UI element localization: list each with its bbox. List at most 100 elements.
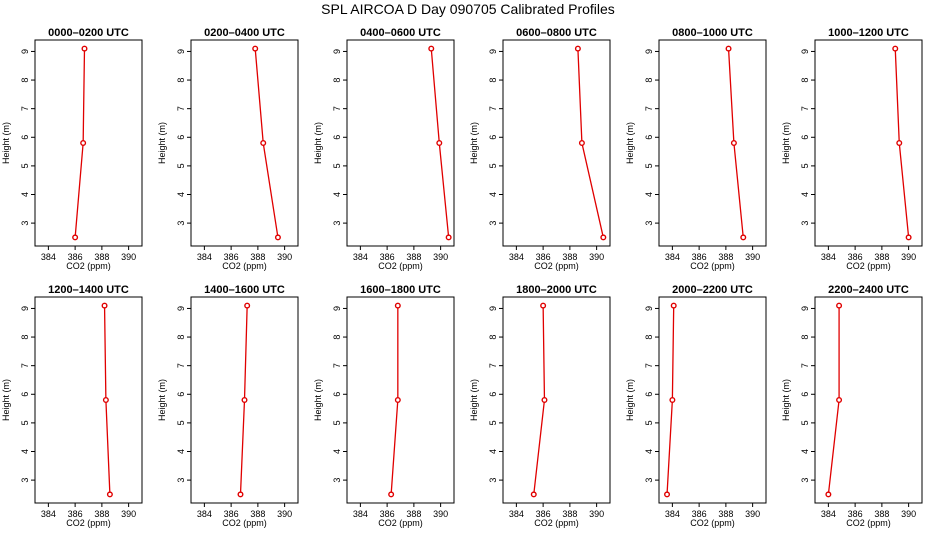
x-tick-label: 390 xyxy=(901,252,916,262)
panel-title: 1800–2000 UTC xyxy=(516,284,597,296)
y-tick-label: 4 xyxy=(332,192,342,197)
x-tick-label: 384 xyxy=(665,509,680,519)
y-tick-label: 6 xyxy=(800,135,810,140)
y-tick-label: 7 xyxy=(20,363,30,368)
profile-point xyxy=(600,234,607,241)
x-tick-label: 386 xyxy=(536,252,551,262)
y-tick-label: 6 xyxy=(20,392,30,397)
plot-frame xyxy=(502,296,611,504)
x-tick-label: 384 xyxy=(41,252,56,262)
plot-frame xyxy=(658,39,767,247)
plot-frame xyxy=(190,296,299,504)
profile-point xyxy=(740,234,747,241)
x-tick-label: 390 xyxy=(121,252,136,262)
profile-point xyxy=(825,491,832,498)
y-tick-label: 9 xyxy=(800,306,810,311)
x-tick-label: 384 xyxy=(353,252,368,262)
x-tick-label: 386 xyxy=(848,252,863,262)
x-tick-label: 386 xyxy=(68,252,83,262)
y-tick-label: 4 xyxy=(488,192,498,197)
y-tick-label: 9 xyxy=(176,49,186,54)
profile-point xyxy=(836,397,843,404)
x-tick-label: 384 xyxy=(41,509,56,519)
x-tick-label: 390 xyxy=(121,509,136,519)
x-tick-label: 384 xyxy=(197,509,212,519)
profile-point xyxy=(274,234,281,241)
y-tick-label: 7 xyxy=(176,363,186,368)
profile-point xyxy=(578,139,585,146)
plot-frame xyxy=(34,296,143,504)
y-tick-label: 7 xyxy=(332,106,342,111)
profile-point xyxy=(81,45,88,52)
profile-point xyxy=(436,139,443,146)
profile-panel: 0200–0400 UTC 384 386 388 390 3 4 5 6 7 8 9 CO2 (ppm… xyxy=(157,27,299,271)
y-tick-label: 4 xyxy=(800,192,810,197)
y-axis-label: Height (m) xyxy=(157,379,167,421)
y-axis-label: Height (m) xyxy=(157,122,167,164)
y-tick-label: 8 xyxy=(332,78,342,83)
profile-point xyxy=(725,45,732,52)
y-tick-label: 3 xyxy=(644,221,654,226)
x-tick-label: 386 xyxy=(224,252,239,262)
x-tick-label: 390 xyxy=(277,252,292,262)
profile-point xyxy=(252,45,259,52)
profile-panel: 2200–2400 UTC 384 386 388 390 3 4 5 6 7 8 9 CO2 (ppm… xyxy=(781,284,923,528)
profile-point xyxy=(106,491,113,498)
profile-panel: 0400–0600 UTC 384 386 388 390 3 4 5 6 7 8 9 CO2 (ppm… xyxy=(313,27,455,271)
profile-panel: 0000–0200 UTC 384 386 388 390 3 4 5 6 7 8 9 CO2 (ppm… xyxy=(1,27,143,271)
profile-point xyxy=(905,234,912,241)
y-tick-label: 8 xyxy=(800,78,810,83)
x-axis-label: CO2 (ppm) xyxy=(846,261,891,271)
y-tick-label: 8 xyxy=(800,335,810,340)
x-tick-label: 390 xyxy=(433,509,448,519)
x-tick-label: 388 xyxy=(874,509,889,519)
plot-frame xyxy=(658,296,767,504)
panel-title: 1000–1200 UTC xyxy=(828,27,909,39)
y-tick-label: 3 xyxy=(800,221,810,226)
plot-frame xyxy=(502,39,611,247)
x-tick-label: 384 xyxy=(665,252,680,262)
x-tick-label: 390 xyxy=(589,252,604,262)
y-tick-label: 8 xyxy=(332,335,342,340)
x-tick-label: 386 xyxy=(68,509,83,519)
y-axis-label: Height (m) xyxy=(625,379,635,421)
x-tick-label: 388 xyxy=(250,509,265,519)
x-tick-label: 386 xyxy=(380,509,395,519)
y-tick-label: 6 xyxy=(332,392,342,397)
y-tick-label: 4 xyxy=(176,449,186,454)
y-tick-label: 8 xyxy=(644,78,654,83)
x-tick-label: 388 xyxy=(562,509,577,519)
y-tick-label: 5 xyxy=(20,163,30,168)
x-axis-label: CO2 (ppm) xyxy=(66,261,111,271)
x-tick-label: 390 xyxy=(277,509,292,519)
y-tick-label: 6 xyxy=(644,135,654,140)
profile-point xyxy=(730,139,737,146)
x-axis-label: CO2 (ppm) xyxy=(378,518,423,528)
y-tick-label: 6 xyxy=(488,135,498,140)
y-tick-label: 6 xyxy=(176,135,186,140)
y-tick-label: 8 xyxy=(644,335,654,340)
x-tick-label: 390 xyxy=(745,509,760,519)
x-tick-label: 384 xyxy=(821,252,836,262)
x-tick-label: 384 xyxy=(821,509,836,519)
y-tick-label: 3 xyxy=(644,478,654,483)
profile-point xyxy=(896,139,903,146)
y-tick-label: 5 xyxy=(332,420,342,425)
y-tick-label: 6 xyxy=(488,392,498,397)
profile-panel: 1000–1200 UTC 384 386 388 390 3 4 5 6 7 8 9 CO2 (ppm… xyxy=(781,27,923,271)
x-tick-label: 386 xyxy=(224,509,239,519)
panel-title: 0000–0200 UTC xyxy=(48,27,129,39)
y-tick-label: 3 xyxy=(800,478,810,483)
x-tick-label: 384 xyxy=(509,252,524,262)
x-tick-label: 386 xyxy=(848,509,863,519)
profile-point xyxy=(394,302,401,309)
y-tick-label: 9 xyxy=(644,306,654,311)
y-tick-label: 9 xyxy=(644,49,654,54)
y-tick-label: 4 xyxy=(20,192,30,197)
profile-point xyxy=(394,397,401,404)
x-tick-label: 390 xyxy=(589,509,604,519)
x-tick-label: 388 xyxy=(874,252,889,262)
y-tick-label: 8 xyxy=(20,78,30,83)
y-tick-label: 8 xyxy=(488,335,498,340)
